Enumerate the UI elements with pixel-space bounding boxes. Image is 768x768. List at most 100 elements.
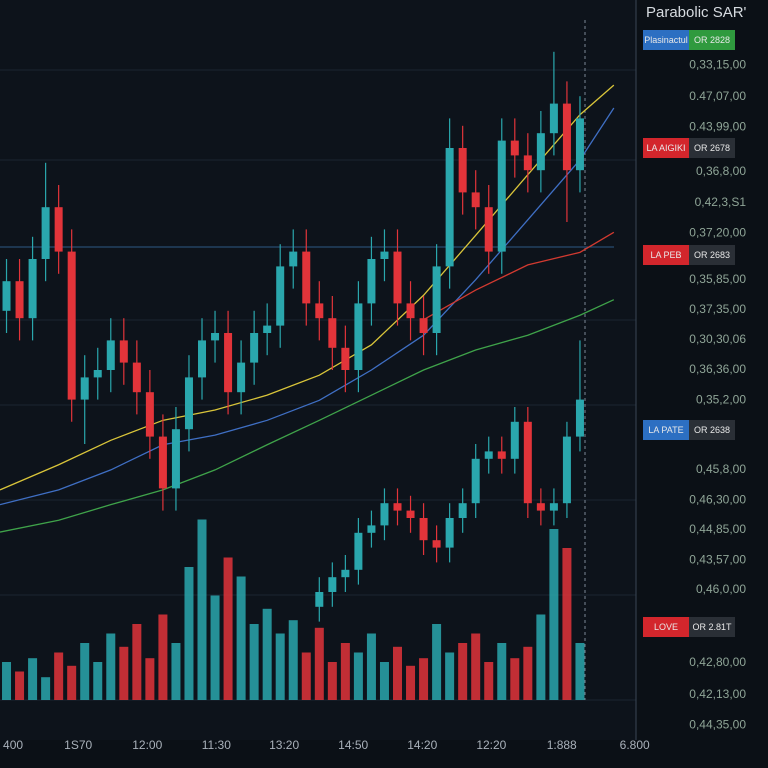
price-badge: LA AIGIKI OR 2678: [643, 138, 735, 158]
candle-body: [54, 207, 63, 252]
candle-body: [445, 148, 454, 267]
chart-title: Parabolic SAR': [646, 4, 747, 21]
candle-body: [184, 377, 193, 430]
candle-body: [158, 436, 167, 489]
candle-body: [250, 333, 259, 363]
volume-bar: [314, 627, 324, 700]
x-tick-label: 11:30: [202, 738, 231, 752]
candle-body: [341, 347, 350, 370]
candle-body: [380, 251, 389, 259]
volume-bar: [210, 595, 220, 700]
volume-bar: [497, 643, 507, 700]
y-tick-label: 0,42,3,S1: [695, 195, 747, 209]
volume-bar: [275, 633, 285, 700]
price-badge: LA PEB OR 2683: [643, 245, 735, 265]
candle-body: [198, 340, 207, 378]
y-tick-label: 0.47,07,00: [689, 89, 746, 103]
volume-bar: [184, 567, 194, 700]
candle-body: [224, 333, 233, 393]
candle-body: [367, 259, 376, 304]
candle-body: [432, 540, 441, 548]
moving-average-line: [0, 107, 615, 506]
candle-body: [289, 251, 298, 267]
volume-bar: [288, 620, 298, 700]
candle-body: [445, 518, 454, 548]
x-tick-label: 400: [3, 738, 23, 752]
volume-bar: [549, 529, 559, 700]
candle-body: [354, 303, 363, 370]
candle-body: [237, 362, 246, 393]
candle-body: [132, 362, 141, 393]
candle-body: [549, 103, 558, 134]
volume-bar: [197, 519, 207, 700]
volume-bar: [301, 652, 311, 700]
volume-bar: [340, 643, 350, 700]
candle-body: [315, 592, 324, 607]
y-tick-label: 0,36,36,00: [689, 362, 746, 376]
candle-body: [302, 251, 311, 304]
volume-bar: [458, 643, 468, 700]
x-tick-label: 1:888: [547, 738, 577, 752]
y-tick-label: 0,45,8,00: [696, 462, 746, 476]
candle-body: [211, 333, 220, 341]
candle-body: [41, 207, 50, 259]
badge-label: LOVE: [643, 617, 689, 637]
x-tick-label: 1S70: [64, 738, 92, 752]
candle-body: [393, 251, 402, 304]
volume-bar: [41, 677, 51, 700]
x-tick-label: 13:20: [269, 738, 299, 752]
volume-bar: [93, 662, 103, 700]
badge-label: LA PEB: [643, 245, 689, 265]
volume-bar: [445, 652, 455, 700]
candle-body: [536, 133, 545, 171]
volume-bar: [471, 633, 481, 700]
y-tick-label: 0,35,85,00: [689, 272, 746, 286]
candle-body: [145, 392, 154, 437]
candle-body: [523, 155, 532, 171]
candle-body: [354, 532, 363, 570]
y-tick-label: 0,36,8,00: [696, 164, 746, 178]
candle-body: [536, 503, 545, 511]
volume-bar: [2, 662, 12, 700]
y-tick-label: 0,37,20,00: [689, 225, 746, 239]
volume-bar: [158, 614, 168, 700]
candle-body: [67, 251, 76, 400]
x-tick-label: 14:20: [407, 738, 437, 752]
marks: [0, 51, 615, 700]
candle-body: [367, 525, 376, 533]
price-badge: Plasinactul OR 2828: [643, 30, 735, 50]
volume-bar: [406, 665, 416, 700]
y-tick-label: 0.43,99,00: [689, 119, 746, 133]
badge-tag: OR 2638: [689, 420, 735, 440]
candle-body: [328, 577, 337, 592]
volume-bar: [510, 658, 520, 700]
moving-average-line: [0, 299, 615, 533]
candle-body: [419, 318, 428, 333]
volume-bar: [80, 643, 90, 700]
y-tick-label: 0,37,35,00: [689, 302, 746, 316]
candle-body: [549, 503, 558, 511]
volume-bar: [15, 671, 25, 700]
y-tick-label: 0,46,0,00: [696, 582, 746, 596]
volume-bar: [575, 643, 585, 700]
candle-body: [484, 207, 493, 252]
volume-bar: [419, 658, 429, 700]
volume-bar: [132, 624, 142, 700]
y-tick-label: 0,43,57,00: [689, 552, 746, 566]
badge-tag: OR 2828: [689, 30, 735, 50]
candle-body: [497, 140, 506, 252]
badge-label: LA AIGIKI: [643, 138, 689, 158]
volume-bar: [171, 643, 181, 700]
candle-body: [80, 377, 89, 400]
moving-average-line: [423, 231, 615, 321]
candle-body: [523, 421, 532, 504]
candle-body: [510, 421, 519, 459]
candle-body: [406, 510, 415, 518]
volume-bar: [353, 652, 363, 700]
volume-bar: [393, 646, 402, 700]
candle-body: [575, 399, 584, 437]
candle-body: [484, 451, 493, 459]
volume-bar: [145, 658, 155, 700]
